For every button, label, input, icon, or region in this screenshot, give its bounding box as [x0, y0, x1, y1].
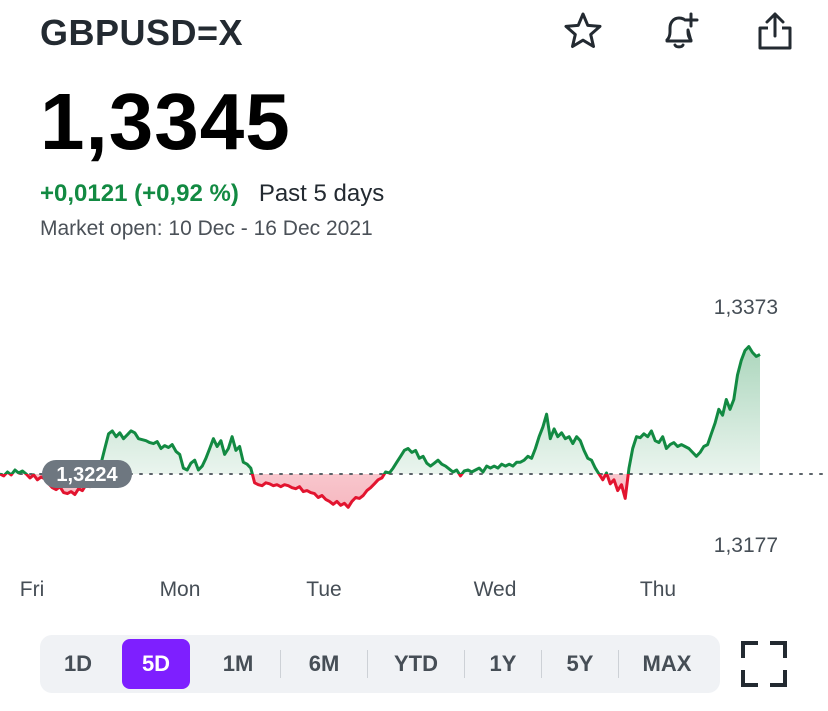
price-line-up — [0, 345, 761, 474]
share-icon — [758, 12, 792, 50]
range-separator — [618, 650, 619, 678]
range-6m-button[interactable]: 6M — [308, 651, 340, 676]
change-row: +0,0121 (+0,92 %) Past 5 days — [40, 180, 384, 208]
price-alert-button[interactable] — [656, 8, 702, 54]
previous-close-pill — [42, 459, 132, 488]
current-price: 1,3345 — [40, 77, 291, 166]
range-selector: 1D 5D 1M 6M YTD 1Y 5Y MAX — [40, 635, 720, 693]
watchlist-star-button[interactable] — [560, 8, 606, 54]
fullscreen-icon — [741, 641, 787, 687]
range-5d-button[interactable]: 5D — [122, 639, 190, 689]
price-chart-svg: 1,3224 1,3373 1,3177 Fri Mon Tue Wed Thu — [0, 296, 828, 601]
price-line-down — [0, 473, 630, 509]
x-tick-label: Wed — [474, 578, 517, 601]
previous-close-label: 1,3224 — [56, 464, 118, 486]
range-5y-button[interactable]: 5Y — [566, 651, 594, 676]
ticker-symbol: GBPUSD=X — [40, 12, 244, 53]
range-1m-button[interactable]: 1M — [222, 651, 254, 676]
x-tick-label: Mon — [160, 578, 201, 601]
range-ytd-button[interactable]: YTD — [394, 651, 438, 676]
bell-plus-icon — [665, 12, 699, 49]
price-change: +0,0121 (+0,92 %) — [40, 180, 239, 207]
header-actions — [510, 8, 798, 54]
star-icon — [564, 12, 602, 48]
range-1y-button[interactable]: 1Y — [489, 651, 517, 676]
change-period: Past 5 days — [258, 180, 385, 207]
market-open-text: Market open: 10 Dec - 16 Dec 2021 — [40, 217, 373, 240]
low-label: 1,3177 — [714, 534, 778, 557]
range-separator — [541, 650, 542, 678]
range-separator — [367, 650, 368, 678]
range-separator — [280, 650, 281, 678]
x-tick-label: Tue — [306, 578, 341, 601]
share-button[interactable] — [752, 8, 798, 54]
x-tick-label: Fri — [20, 578, 45, 601]
price-chart[interactable]: 1,3224 1,3373 1,3177 Fri Mon Tue Wed Thu — [0, 280, 828, 610]
x-tick-label: Thu — [640, 578, 676, 601]
high-label: 1,3373 — [714, 296, 778, 319]
fullscreen-button[interactable] — [740, 640, 788, 688]
range-1d-button[interactable]: 1D — [63, 651, 93, 676]
range-max-button[interactable]: MAX — [642, 651, 692, 676]
range-separator — [464, 650, 465, 678]
